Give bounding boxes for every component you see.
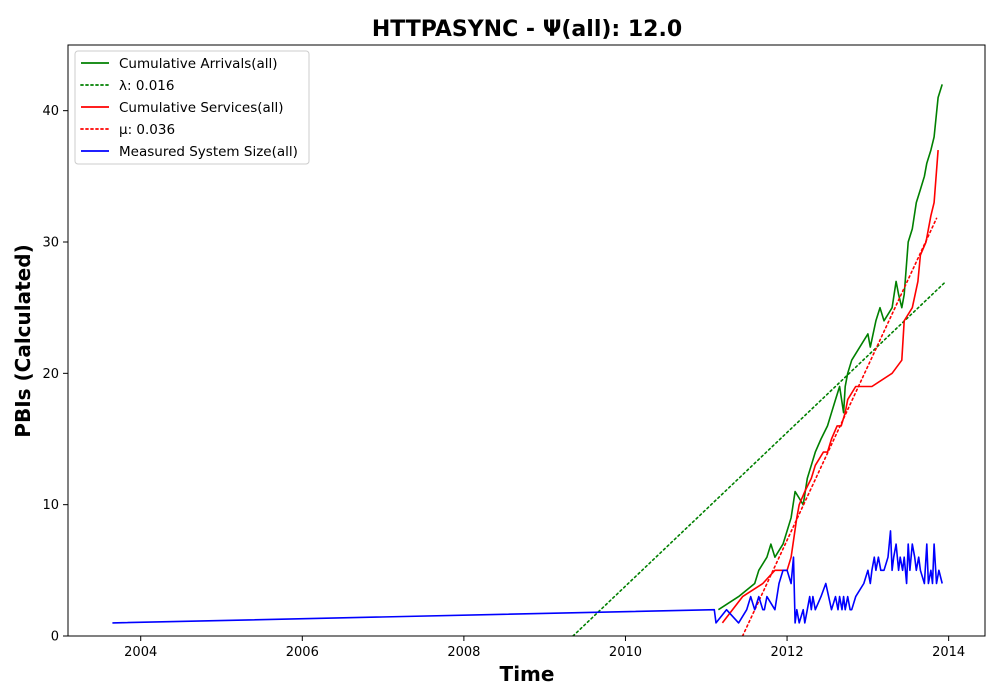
- y-axis: 0 10 20 30 40: [42, 104, 68, 645]
- x-tick-label: 2006: [286, 645, 319, 660]
- plot-frame: [67, 44, 986, 637]
- series-line-measured-system-size-all: [112, 530, 943, 624]
- series-line-cumulative-services-all: [721, 150, 939, 624]
- chart-title: HTTPASYNC - Ψ(all): 12.0: [372, 17, 682, 42]
- y-tick-label: 20: [42, 367, 59, 382]
- y-tick-label: 10: [42, 498, 59, 513]
- plot-lines: [112, 84, 946, 636]
- x-tick-label: 2012: [771, 645, 804, 660]
- x-tick-label: 2010: [609, 645, 642, 660]
- y-axis-label: PBIs (Calculated): [11, 244, 35, 437]
- x-tick-label: 2004: [124, 645, 157, 660]
- x-axis: 2004 2006 2008 2010 2012 2014: [124, 636, 965, 660]
- legend-label-0-016: λ: 0.016: [119, 78, 174, 94]
- y-tick-label: 40: [42, 104, 59, 119]
- x-axis-label: Time: [500, 662, 555, 686]
- legend: Cumulative Arrivals(all) λ: 0.016 Cumulati…: [74, 50, 310, 165]
- series-line-0-016: [572, 281, 946, 636]
- series-line-0-036: [741, 217, 938, 636]
- legend-box: [74, 50, 310, 165]
- legend-label-cumulative-services-all: Cumulative Services(all): [119, 100, 284, 116]
- x-tick-label: 2008: [447, 645, 480, 660]
- y-tick-label: 30: [42, 236, 59, 251]
- legend-label-cumulative-arrivals-all: Cumulative Arrivals(all): [119, 56, 278, 72]
- legend-label-measured-system-size-all: Measured System Size(all): [119, 144, 298, 160]
- x-tick-label: 2014: [932, 645, 965, 660]
- y-tick-label: 0: [51, 630, 59, 645]
- series-line-cumulative-arrivals-all: [717, 84, 943, 611]
- legend-label-0-036: μ: 0.036: [119, 122, 175, 138]
